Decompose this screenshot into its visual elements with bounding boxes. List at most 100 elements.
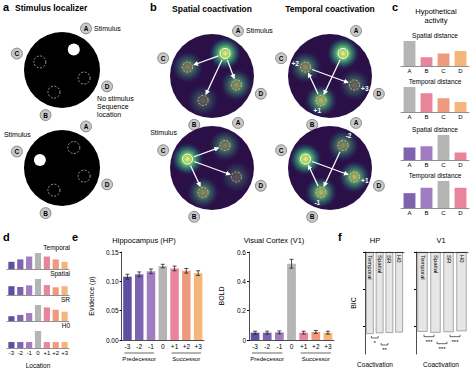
svg-text:-2: -2 xyxy=(346,132,352,139)
svg-text:BOLD: BOLD xyxy=(218,286,225,305)
svg-text:0: 0 xyxy=(36,350,40,356)
svg-text:+3: +3 xyxy=(324,343,332,350)
svg-text:B: B xyxy=(192,121,197,128)
svg-text:D: D xyxy=(377,182,382,189)
svg-text:-3: -3 xyxy=(125,343,131,350)
svg-text:B: B xyxy=(43,210,48,217)
svg-text:Stimulus localizer: Stimulus localizer xyxy=(15,3,88,13)
svg-text:Visual Cortex (V1): Visual Cortex (V1) xyxy=(244,236,305,245)
svg-text:A: A xyxy=(84,25,89,32)
svg-text:D: D xyxy=(377,90,382,97)
svg-text:+1: +1 xyxy=(171,343,179,350)
svg-text:C: C xyxy=(441,114,446,120)
svg-text:a: a xyxy=(3,1,10,13)
svg-text:-3: -3 xyxy=(9,350,15,356)
svg-text:B: B xyxy=(424,210,428,216)
svg-text:+3: +3 xyxy=(61,350,69,356)
svg-text:B: B xyxy=(424,162,428,168)
svg-text:A: A xyxy=(236,119,241,126)
svg-text:0: 0 xyxy=(161,343,165,350)
svg-text:+1: +1 xyxy=(361,177,369,184)
svg-text:Spatial: Spatial xyxy=(433,255,439,273)
svg-text:Temporal: Temporal xyxy=(367,255,373,280)
svg-text:*: * xyxy=(374,340,377,346)
svg-text:**: ** xyxy=(382,347,387,353)
svg-text:A: A xyxy=(407,114,411,120)
svg-text:+1: +1 xyxy=(43,350,51,356)
svg-text:A: A xyxy=(354,119,359,126)
svg-text:V1: V1 xyxy=(436,236,445,245)
svg-text:Spatial distance: Spatial distance xyxy=(412,32,458,40)
svg-text:D: D xyxy=(105,181,110,188)
svg-text:B: B xyxy=(424,114,428,120)
svg-text:***: *** xyxy=(425,339,433,345)
svg-text:+2: +2 xyxy=(52,350,60,356)
svg-text:HP: HP xyxy=(370,236,380,245)
svg-text:+2: +2 xyxy=(312,343,320,350)
svg-text:d: d xyxy=(3,231,10,243)
svg-text:No stimulus: No stimulus xyxy=(97,95,134,102)
svg-text:Temporal: Temporal xyxy=(420,255,426,280)
svg-text:Stimulus: Stimulus xyxy=(246,27,273,34)
svg-text:Stimulus: Stimulus xyxy=(94,25,121,32)
svg-text:H0: H0 xyxy=(459,255,465,263)
svg-text:-1: -1 xyxy=(314,199,320,206)
svg-text:0: 0 xyxy=(242,337,246,344)
svg-text:+3: +3 xyxy=(361,85,369,92)
svg-text:B: B xyxy=(310,213,315,220)
svg-text:A: A xyxy=(407,68,411,74)
svg-text:***: *** xyxy=(451,339,459,345)
svg-text:C: C xyxy=(161,147,166,154)
svg-text:Hypothetical: Hypothetical xyxy=(415,7,457,16)
svg-text:SR: SR xyxy=(386,255,392,264)
svg-text:0.05: 0.05 xyxy=(106,307,119,314)
svg-text:c: c xyxy=(392,1,398,13)
svg-text:Spatial distance: Spatial distance xyxy=(412,126,458,134)
svg-text:Predecessor: Predecessor xyxy=(122,356,156,362)
svg-text:B: B xyxy=(310,121,315,128)
svg-text:location: location xyxy=(97,111,121,118)
svg-text:Temporal: Temporal xyxy=(43,244,70,252)
svg-text:C: C xyxy=(279,147,284,154)
svg-text:Temporal distance: Temporal distance xyxy=(409,172,462,180)
svg-text:C: C xyxy=(279,55,284,62)
svg-text:Sequence: Sequence xyxy=(97,103,129,111)
svg-text:0.00: 0.00 xyxy=(106,337,119,344)
svg-text:C: C xyxy=(15,148,20,155)
svg-text:Evidence (ρ): Evidence (ρ) xyxy=(88,276,96,315)
svg-text:Temporal distance: Temporal distance xyxy=(409,78,462,86)
svg-text:A: A xyxy=(236,27,241,34)
svg-text:D: D xyxy=(458,162,463,168)
svg-text:B: B xyxy=(424,68,428,74)
svg-text:A: A xyxy=(354,27,359,34)
svg-text:Spatial: Spatial xyxy=(50,270,70,278)
svg-text:+1: +1 xyxy=(314,107,322,114)
svg-text:C: C xyxy=(441,210,446,216)
svg-text:0.2: 0.2 xyxy=(237,307,246,314)
svg-text:SR: SR xyxy=(61,296,70,303)
svg-text:b: b xyxy=(150,1,157,13)
svg-text:Stimulus: Stimulus xyxy=(4,131,31,138)
svg-text:0.15: 0.15 xyxy=(106,249,119,256)
svg-text:Predecessor: Predecessor xyxy=(250,356,284,362)
svg-text:-2: -2 xyxy=(264,343,270,350)
svg-text:BIC: BIC xyxy=(350,297,357,309)
svg-text:H0: H0 xyxy=(62,322,71,329)
svg-text:Successor: Successor xyxy=(302,356,330,362)
svg-text:Location: Location xyxy=(26,362,51,369)
svg-text:Stimulus: Stimulus xyxy=(150,129,177,136)
svg-text:H0: H0 xyxy=(396,255,402,263)
svg-text:f: f xyxy=(338,231,342,243)
svg-text:-1: -1 xyxy=(148,343,154,350)
svg-text:C: C xyxy=(441,162,446,168)
svg-text:D: D xyxy=(458,114,463,120)
svg-text:Spatial coactivation: Spatial coactivation xyxy=(172,4,252,14)
svg-text:activity: activity xyxy=(425,16,448,25)
svg-text:A: A xyxy=(84,123,89,130)
svg-text:0: 0 xyxy=(290,343,294,350)
svg-text:+3: +3 xyxy=(194,343,202,350)
svg-text:0.4: 0.4 xyxy=(237,278,246,285)
svg-text:C: C xyxy=(441,68,446,74)
svg-text:e: e xyxy=(72,231,78,243)
svg-text:0.10: 0.10 xyxy=(106,278,119,285)
